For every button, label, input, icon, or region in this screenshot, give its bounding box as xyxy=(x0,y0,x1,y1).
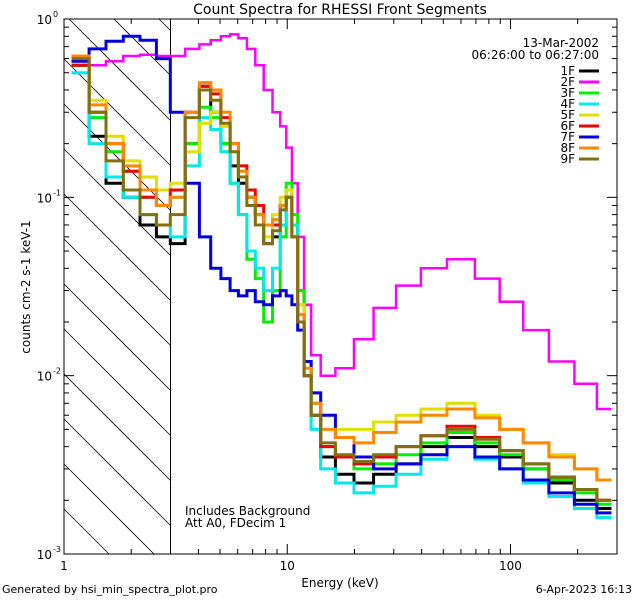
legend: 13-Mar-2002 06:26:00 to 06:27:00 1F2F3F4… xyxy=(472,36,599,166)
y-tick-exponent: -3 xyxy=(53,545,61,554)
footer-date: 6-Apr-2023 16:13 xyxy=(535,583,632,596)
hatch-line xyxy=(63,193,171,301)
y-tick-label: 10 xyxy=(37,191,52,205)
series-7F xyxy=(71,34,612,515)
legend-label-4F: 4F xyxy=(560,97,575,111)
series-9F xyxy=(71,57,612,502)
y-tick-exponent: -1 xyxy=(53,188,61,197)
series-layer xyxy=(71,33,612,520)
legend-label-8F: 8F xyxy=(560,141,575,155)
plot-frame xyxy=(63,18,618,555)
y-tick-label: 10 xyxy=(37,548,52,562)
y-tick-exponent: 0 xyxy=(53,10,58,19)
hatch-line xyxy=(63,463,155,555)
y-tick-label: 10 xyxy=(37,13,52,27)
legend-label-7F: 7F xyxy=(560,130,575,144)
series-4F xyxy=(71,71,612,520)
hatch-line xyxy=(63,238,171,346)
legend-label-9F: 9F xyxy=(560,152,575,166)
legend-label-6F: 6F xyxy=(560,119,575,133)
x-axis-label: Energy (keV) xyxy=(301,576,378,590)
hatch-line xyxy=(63,103,171,211)
hatch-line xyxy=(63,283,171,391)
legend-date: 13-Mar-2002 xyxy=(523,36,599,50)
legend-label-3F: 3F xyxy=(560,86,575,100)
hatch-line xyxy=(63,328,171,436)
footer-generator: Generated by hsi_min_spectra_plot.pro xyxy=(2,583,218,596)
hatch-line xyxy=(158,18,171,31)
legend-label-2F: 2F xyxy=(560,75,575,89)
hatch-line xyxy=(63,58,171,166)
chart-title: Count Spectra for RHESSI Front Segments xyxy=(193,2,487,18)
x-tick-label: 10 xyxy=(280,559,295,573)
legend-label-5F: 5F xyxy=(560,108,575,122)
hatch-line xyxy=(63,508,110,555)
y-tick-exponent: -2 xyxy=(53,367,61,376)
x-tick-label: 1 xyxy=(60,559,68,573)
legend-label-1F: 1F xyxy=(560,64,575,78)
legend-time-range: 06:26:00 to 06:27:00 xyxy=(472,48,599,62)
annotation-background: Includes Background xyxy=(185,504,310,518)
hatch-line xyxy=(63,373,171,481)
y-tick-label: 10 xyxy=(37,370,52,384)
hatch-line xyxy=(63,418,171,526)
hatched-region xyxy=(63,18,172,555)
hatch-line xyxy=(68,18,171,121)
series-2F xyxy=(71,33,612,411)
series-8F xyxy=(71,54,612,482)
x-tick-label: 100 xyxy=(499,559,522,573)
hatch-line xyxy=(63,148,171,256)
y-axis-label: counts cm-2 s-1 keV-1 xyxy=(19,220,33,353)
hatch-line xyxy=(113,18,171,76)
annotation-attenuator: Att A0, FDecim 1 xyxy=(185,516,286,530)
